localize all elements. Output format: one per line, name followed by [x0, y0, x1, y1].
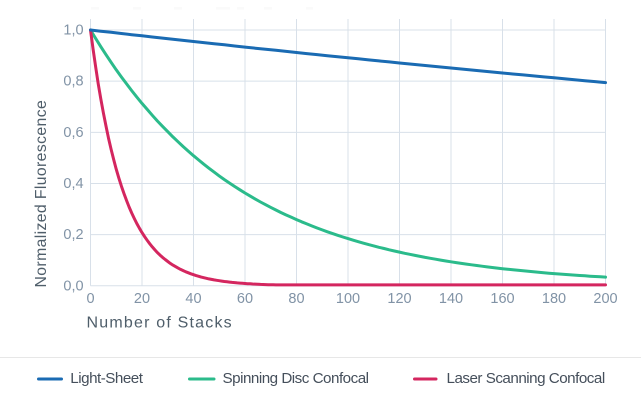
svg-text:Normalized Fluorescence: Normalized Fluorescence [33, 100, 50, 288]
svg-text:80: 80 [288, 291, 304, 307]
svg-text:0,0: 0,0 [63, 278, 83, 294]
svg-text:140: 140 [439, 291, 463, 307]
svg-text:Spinning Disc Confocal: Spinning Disc Confocal [223, 370, 369, 387]
svg-text:200: 200 [593, 291, 617, 307]
svg-text:1,0: 1,0 [63, 23, 83, 39]
svg-text:40: 40 [185, 291, 201, 307]
svg-text:0: 0 [86, 291, 94, 307]
svg-text:Light-Sheet: Light-Sheet [70, 370, 143, 387]
svg-text:0,4: 0,4 [63, 176, 83, 192]
svg-text:Laser Scanning Confocal: Laser Scanning Confocal [447, 370, 605, 387]
svg-text:60: 60 [237, 291, 253, 307]
svg-text:160: 160 [490, 291, 514, 307]
svg-text:120: 120 [387, 291, 411, 307]
svg-text:0,6: 0,6 [63, 125, 83, 141]
svg-text:Number of Stacks: Number of Stacks [87, 315, 233, 332]
svg-text:0,2: 0,2 [63, 227, 83, 243]
svg-text:20: 20 [134, 291, 150, 307]
svg-text:180: 180 [542, 291, 566, 307]
svg-text:100: 100 [336, 291, 360, 307]
svg-text:0,8: 0,8 [63, 74, 83, 90]
